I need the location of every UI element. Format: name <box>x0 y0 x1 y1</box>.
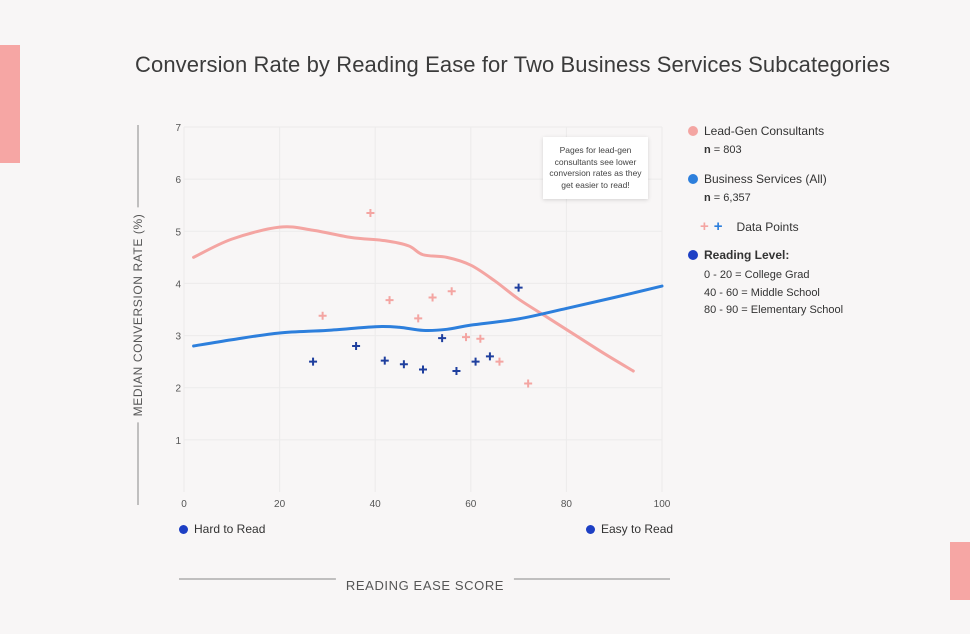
chart-title: Conversion Rate by Reading Ease for Two … <box>135 52 891 77</box>
y-tick-label: 6 <box>175 175 181 186</box>
lead-gen-trend-line <box>192 225 635 373</box>
y-tick-label: 2 <box>175 384 181 395</box>
lead-gen-data-point <box>428 293 437 302</box>
lead-gen-data-point <box>447 287 456 296</box>
lead-gen-data-point <box>414 314 423 323</box>
left-accent-bar <box>0 45 20 163</box>
lead-n-value: = 803 <box>710 144 742 156</box>
easy-to-read-text: Easy to Read <box>601 522 674 536</box>
legend-item-lead-gen[interactable]: Lead-Gen Consultants <box>688 124 843 138</box>
reading-level-dot-icon <box>688 250 698 260</box>
reading-level-title: Reading Level: <box>704 248 790 262</box>
y-tick-label: 4 <box>175 279 181 290</box>
blue-plus-icon: + <box>713 218 723 235</box>
business-dot-icon <box>688 174 698 184</box>
x-tick-label: 40 <box>370 499 382 510</box>
pink-plus-icon: + <box>700 218 709 235</box>
business-services-data-point <box>438 334 447 343</box>
x-tick-label: 100 <box>654 499 671 510</box>
business-services-data-point <box>399 360 408 369</box>
business-services-trend-line <box>192 284 664 348</box>
reading-level-item: 40 - 60 = Middle School <box>704 286 820 299</box>
business-services-data-point <box>471 357 480 366</box>
legend-lead-gen-label: Lead-Gen Consultants <box>704 124 825 138</box>
legend-item-data-points[interactable]: + + Data Points <box>700 218 843 235</box>
hard-to-read-dot-icon <box>179 524 188 534</box>
lead-gen-data-point <box>495 357 504 366</box>
business-n-prefix: n <box>704 192 711 204</box>
legend-reading-level-title: Reading Level: <box>688 248 843 262</box>
business-n-value: = 6,357 <box>710 192 751 204</box>
chart-annotation: Pages for lead-gen consultants see lower… <box>543 137 648 199</box>
business-services-data-point <box>380 356 389 365</box>
business-services-data-point <box>452 367 461 376</box>
y-axis-label: MEDIAN CONVERSION RATE (%) <box>131 207 145 423</box>
hard-to-read-text: Hard to Read <box>194 522 266 536</box>
reading-level-item: 0 - 20 = College Grad <box>704 269 810 281</box>
hard-to-read-label: Hard to Read <box>179 522 265 536</box>
lead-n-prefix: n <box>704 144 711 156</box>
x-tick-label: 20 <box>274 499 286 510</box>
legend-data-points-label: Data Points <box>736 220 799 234</box>
business-services-data-point <box>352 342 361 350</box>
y-tick-label: 3 <box>175 332 181 343</box>
reading-levels-list: 0 - 20 = College Grad 40 - 60 = Middle S… <box>704 267 843 320</box>
x-tick-label: 60 <box>465 499 477 510</box>
lead-gen-dot-icon <box>688 126 698 136</box>
x-tick-label: 0 <box>181 499 187 510</box>
lead-gen-data-point <box>462 333 471 342</box>
lead-gen-data-point <box>524 379 533 388</box>
legend-item-business-services[interactable]: Business Services (All) <box>688 172 843 186</box>
business-services-data-point <box>309 357 318 366</box>
legend-lead-gen-count: n = 803 <box>704 144 843 156</box>
easy-to-read-dot-icon <box>586 524 595 534</box>
y-tick-label: 5 <box>175 227 181 238</box>
y-tick-label: 7 <box>175 123 181 134</box>
lead-gen-data-point <box>318 311 327 320</box>
legend-business-label: Business Services (All) <box>704 172 827 186</box>
business-services-data-point <box>514 283 523 292</box>
business-services-data-point <box>419 365 427 374</box>
y-tick-label: 1 <box>175 436 181 447</box>
legend: Lead-Gen Consultants n = 803 Business Se… <box>688 124 843 320</box>
right-accent-bar <box>950 542 970 600</box>
x-tick-label: 80 <box>561 499 573 510</box>
reading-level-item: 80 - 90 = Elementary School <box>704 304 844 316</box>
easy-to-read-label: Easy to Read <box>586 522 673 536</box>
lead-gen-data-point <box>385 296 394 305</box>
lead-gen-data-point <box>476 334 485 343</box>
business-services-data-point <box>485 352 494 361</box>
lead-gen-data-point <box>366 209 375 218</box>
legend-business-count: n = 6,357 <box>704 192 843 204</box>
x-axis-label: READING EASE SCORE <box>335 578 515 593</box>
